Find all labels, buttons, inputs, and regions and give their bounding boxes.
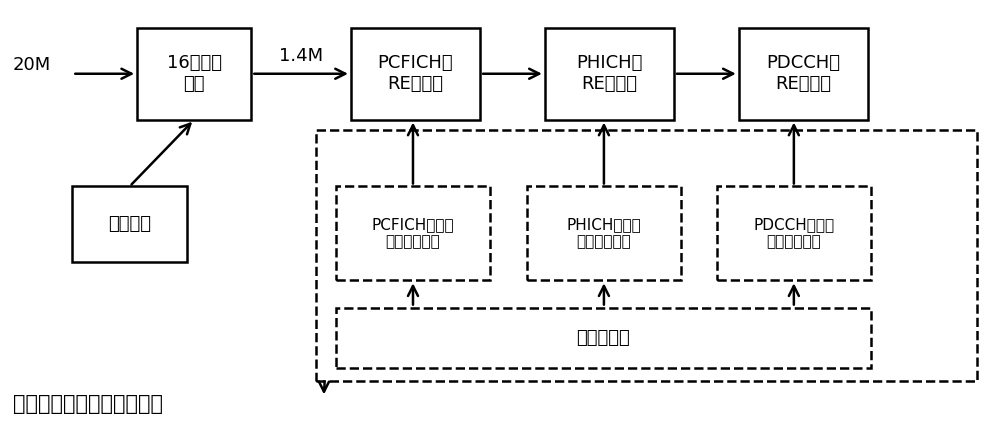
Text: PCFICH的资源
索引产生模块: PCFICH的资源 索引产生模块 [372,217,454,250]
Text: 1.4M: 1.4M [279,47,323,66]
Text: 资源映射表: 资源映射表 [577,329,630,347]
Text: 20M: 20M [13,56,51,74]
Text: 控制信道资源索引产生模块: 控制信道资源索引产生模块 [13,393,163,414]
Text: 16倍数据
抽取: 16倍数据 抽取 [167,54,222,93]
Text: 滤波系数: 滤波系数 [108,215,151,233]
Bar [72,187,187,261]
Bar [739,28,868,120]
Bar [545,28,674,120]
Bar [316,130,977,381]
Bar [351,28,480,120]
Text: PHICH的资源
索引产生模块: PHICH的资源 索引产生模块 [567,217,641,250]
Text: PHICH的
RE解映射: PHICH的 RE解映射 [576,54,643,93]
Bar [527,187,681,280]
Text: PDCCH的
RE解映射: PDCCH的 RE解映射 [766,54,840,93]
Text: PDCCH的资源
索引产生模块: PDCCH的资源 索引产生模块 [753,217,834,250]
Bar [336,308,871,368]
Bar [717,187,871,280]
Bar [137,28,251,120]
Bar [336,187,490,280]
Text: PCFICH的
RE解映射: PCFICH的 RE解映射 [378,54,453,93]
